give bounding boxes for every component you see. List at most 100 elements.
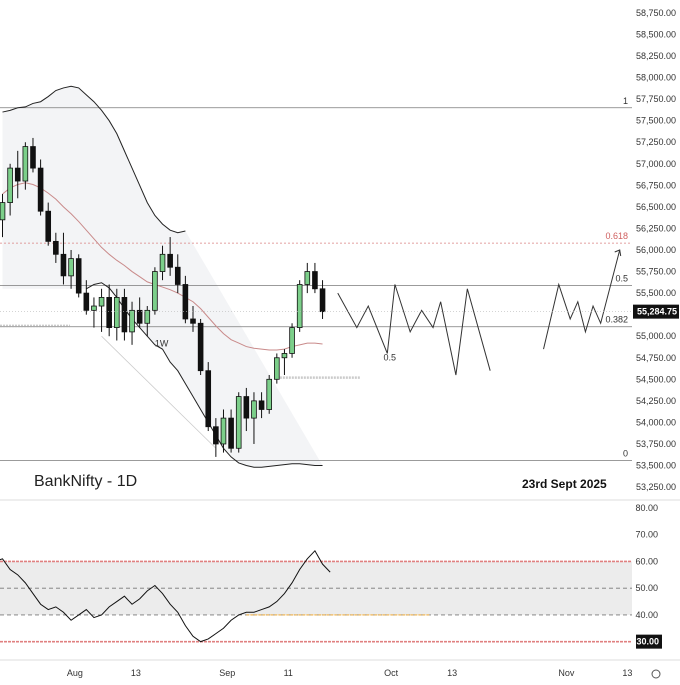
fib-level-label: 1 bbox=[623, 96, 628, 106]
candle-body bbox=[235, 396, 242, 449]
candle bbox=[91, 297, 97, 328]
candle-body bbox=[106, 297, 112, 328]
candle-body bbox=[266, 378, 272, 410]
candle-body bbox=[197, 322, 204, 372]
rsi-tick-label: 60.00 bbox=[635, 556, 658, 566]
candle-body bbox=[37, 167, 44, 212]
price-tick-label: 54,250.00 bbox=[636, 396, 676, 406]
rsi-tick-label: 70.00 bbox=[635, 530, 658, 540]
candle-body bbox=[251, 400, 257, 419]
chart-title: BankNifty - 1D bbox=[34, 473, 137, 490]
candle-body bbox=[228, 417, 234, 449]
candle bbox=[60, 232, 67, 285]
sma20-line bbox=[2, 182, 323, 351]
candle-body bbox=[258, 400, 265, 410]
candle-body bbox=[213, 426, 219, 445]
candle-body bbox=[144, 309, 151, 324]
candle-body bbox=[190, 318, 196, 324]
candle bbox=[152, 267, 158, 315]
candle bbox=[274, 353, 280, 384]
candle bbox=[30, 137, 36, 173]
time-tick-label: Sep bbox=[219, 668, 235, 678]
candle-body bbox=[75, 258, 82, 294]
candle bbox=[22, 142, 29, 190]
time-tick-label: Aug bbox=[67, 668, 83, 678]
fib-level-label: 0.618 bbox=[605, 231, 628, 241]
candle-body bbox=[98, 297, 105, 307]
candle bbox=[281, 349, 288, 375]
candle bbox=[14, 150, 21, 199]
price-tick-label: 56,500.00 bbox=[636, 202, 676, 212]
time-tick-label: 13 bbox=[447, 668, 457, 678]
candle-body bbox=[174, 266, 181, 285]
candle bbox=[205, 362, 212, 432]
candle bbox=[144, 306, 151, 337]
candle-body bbox=[220, 417, 227, 445]
price-tick-label: 58,250.00 bbox=[636, 51, 676, 61]
candle-body bbox=[205, 370, 212, 428]
candle bbox=[136, 297, 143, 328]
rsi-pane: 40.00 50.00 60.00 70.00 80.00 30.00 bbox=[0, 499, 680, 649]
candle-body bbox=[243, 396, 250, 419]
price-tick-label: 54,000.00 bbox=[636, 417, 676, 427]
rsi-tick-label: 40.00 bbox=[635, 610, 658, 620]
time-axis: Aug 13 Sep 11 Oct 13 Nov 13 bbox=[0, 659, 680, 678]
price-tick-label: 56,000.00 bbox=[636, 245, 676, 255]
candle bbox=[83, 280, 90, 315]
candle-body bbox=[60, 253, 67, 277]
price-tick-label: 55,750.00 bbox=[636, 267, 676, 277]
candle-body bbox=[68, 258, 74, 277]
candle bbox=[319, 280, 326, 319]
fib-level-label: 0 bbox=[623, 448, 628, 458]
settings-gear-icon[interactable] bbox=[651, 669, 661, 679]
candle bbox=[106, 284, 112, 337]
candle bbox=[235, 392, 242, 453]
price-tick-label: 58,000.00 bbox=[636, 73, 676, 83]
price-tick-label: 54,500.00 bbox=[636, 374, 676, 384]
candle bbox=[296, 280, 303, 332]
candle-body bbox=[7, 167, 13, 203]
candle-body bbox=[167, 253, 173, 268]
fib-level-label: 0.382 bbox=[605, 315, 628, 325]
chart-annotation: 0.5 bbox=[384, 352, 397, 362]
price-tick-label: 56,750.00 bbox=[636, 180, 676, 190]
candle-body bbox=[114, 297, 120, 328]
candle bbox=[0, 193, 6, 238]
candle bbox=[213, 418, 219, 457]
candle-body bbox=[53, 240, 59, 255]
candle bbox=[251, 392, 257, 444]
trendline bbox=[101, 335, 217, 449]
candle bbox=[53, 232, 59, 263]
candle bbox=[190, 306, 196, 332]
candle-body bbox=[121, 297, 128, 333]
candle-body bbox=[45, 210, 52, 242]
candle-body bbox=[274, 357, 280, 380]
candle bbox=[45, 202, 52, 246]
time-tick-label: 11 bbox=[284, 668, 293, 678]
price-tick-label: 57,750.00 bbox=[636, 94, 676, 104]
time-tick-label: Oct bbox=[384, 668, 399, 678]
price-tag-box bbox=[633, 304, 679, 319]
rsi-line bbox=[0, 549, 331, 643]
candle-body bbox=[296, 284, 303, 328]
candle bbox=[220, 409, 227, 453]
candle-body bbox=[22, 146, 29, 182]
price-tick-label: 53,250.00 bbox=[636, 482, 676, 492]
candle-body bbox=[312, 271, 318, 290]
candle-body bbox=[152, 271, 158, 311]
candle bbox=[289, 323, 295, 358]
candle bbox=[37, 159, 44, 216]
price-tick-label: 56,250.00 bbox=[636, 223, 676, 233]
candle bbox=[312, 262, 318, 294]
candle-body bbox=[289, 327, 295, 354]
bollinger-upper bbox=[2, 85, 186, 234]
candle bbox=[129, 301, 135, 345]
candle-body bbox=[319, 288, 326, 313]
price-tick-label: 57,500.00 bbox=[636, 116, 676, 126]
price-tick-label: 58,750.00 bbox=[636, 8, 676, 18]
price-tick-label: 55,500.00 bbox=[636, 288, 676, 298]
price-tick-label: 55,000.00 bbox=[636, 331, 676, 341]
candle-body bbox=[159, 253, 166, 272]
